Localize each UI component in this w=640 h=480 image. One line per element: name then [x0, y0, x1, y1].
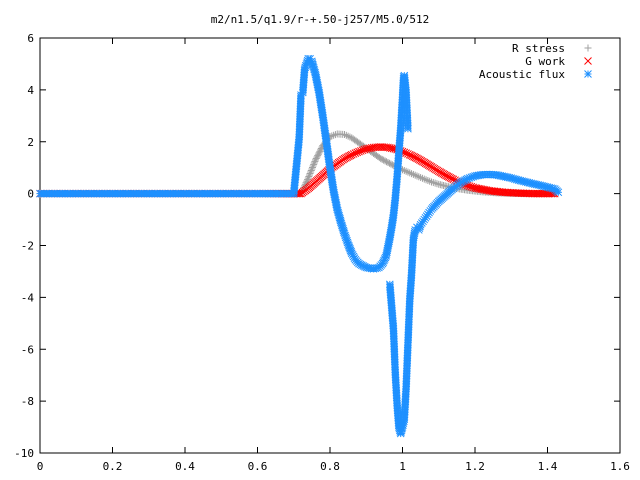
- data-point: [404, 168, 412, 176]
- data-point: [431, 179, 439, 187]
- x-tick-label: 1.2: [465, 460, 485, 473]
- data-point: [312, 154, 320, 162]
- y-tick-label: -2: [21, 240, 34, 253]
- data-point: [411, 171, 419, 179]
- data-point: [306, 170, 314, 178]
- data-point: [330, 131, 338, 139]
- data-point: [305, 173, 313, 181]
- data-point: [314, 152, 322, 160]
- data-point: [311, 157, 319, 165]
- data-point: [341, 130, 348, 138]
- data-point: [383, 158, 391, 166]
- data-point: [406, 169, 414, 177]
- x-tick-label: 0.6: [248, 460, 268, 473]
- data-point: [475, 185, 484, 193]
- chart-title: m2/n1.5/q1.9/r-+.50-j257/M5.0/512: [211, 13, 430, 26]
- legend-label: R stress: [512, 42, 565, 55]
- data-point: [479, 185, 487, 194]
- x-tick-label: 0: [37, 460, 44, 473]
- data-series: [36, 54, 563, 438]
- legend-marker: [584, 44, 592, 52]
- x-tick-label: 1: [399, 460, 406, 473]
- data-point: [474, 184, 483, 193]
- x-axis-ticks: 0 0.2 0.4 0.6 0.8 1 1.2 1.4 1.6: [37, 38, 630, 473]
- data-point: [309, 162, 317, 170]
- data-point: [344, 132, 352, 140]
- data-point: [308, 165, 316, 173]
- data-point: [424, 177, 432, 185]
- data-point: [310, 159, 318, 167]
- data-point: [315, 149, 323, 157]
- data-point: [413, 172, 421, 180]
- data-point: [422, 176, 430, 184]
- data-point: [302, 179, 310, 187]
- legend-marker: [584, 70, 592, 78]
- data-point: [377, 155, 385, 163]
- data-point: [480, 185, 489, 194]
- data-point: [428, 178, 435, 186]
- data-point: [307, 168, 315, 176]
- data-point: [310, 160, 318, 168]
- data-point: [304, 174, 312, 182]
- x-tick-label: 0.4: [175, 460, 195, 473]
- y-tick-label: 2: [27, 136, 34, 149]
- y-tick-label: -4: [21, 291, 35, 304]
- legend-label: Acoustic flux: [479, 68, 565, 81]
- data-point: [375, 154, 383, 162]
- legend-marker: [584, 57, 592, 65]
- data-point: [303, 177, 311, 185]
- data-point: [402, 167, 410, 175]
- y-tick-label: 4: [27, 84, 34, 97]
- data-point: [342, 131, 350, 139]
- data-point: [304, 176, 312, 184]
- series-acoustic-flux: [36, 54, 563, 438]
- data-point: [314, 150, 322, 158]
- x-tick-label: 0.8: [320, 460, 340, 473]
- data-point: [316, 147, 324, 155]
- y-tick-label: -8: [21, 395, 34, 408]
- data-point: [408, 170, 416, 178]
- x-tick-label: 0.2: [103, 460, 123, 473]
- data-point: [301, 180, 309, 188]
- data-point: [378, 155, 386, 163]
- data-point: [308, 163, 316, 171]
- data-point: [400, 167, 408, 175]
- data-point: [387, 160, 395, 168]
- data-point: [381, 157, 389, 165]
- data-point: [380, 156, 388, 164]
- data-point: [312, 156, 319, 164]
- x-tick-label: 1.4: [538, 460, 558, 473]
- data-point: [307, 166, 315, 174]
- data-point: [385, 159, 393, 167]
- data-point: [384, 159, 392, 166]
- y-tick-label: 6: [27, 32, 34, 45]
- y-axis-ticks: 6 4 2 0 -2 -4 -6 -8 -10: [14, 32, 620, 460]
- data-point: [426, 177, 434, 185]
- legend-label: G work: [525, 55, 565, 68]
- y-tick-label: -6: [21, 343, 34, 356]
- data-point: [317, 146, 325, 154]
- data-point: [433, 180, 441, 188]
- data-point: [301, 182, 309, 190]
- data-point: [404, 124, 412, 133]
- data-point: [328, 132, 336, 140]
- data-point: [477, 185, 486, 194]
- data-point: [313, 153, 321, 161]
- data-point: [305, 171, 313, 179]
- data-point: [471, 184, 479, 192]
- y-tick-label: -10: [14, 447, 34, 460]
- data-point: [409, 170, 417, 178]
- data-point: [418, 174, 426, 182]
- plot-frame: [39, 37, 621, 454]
- y-tick-label: 0: [27, 188, 34, 201]
- data-point: [420, 175, 428, 183]
- data-point: [415, 173, 423, 181]
- data-point: [429, 179, 437, 187]
- x-tick-label: 1.6: [610, 460, 630, 473]
- data-point: [417, 174, 425, 182]
- data-point: [472, 184, 481, 193]
- data-point: [554, 188, 563, 197]
